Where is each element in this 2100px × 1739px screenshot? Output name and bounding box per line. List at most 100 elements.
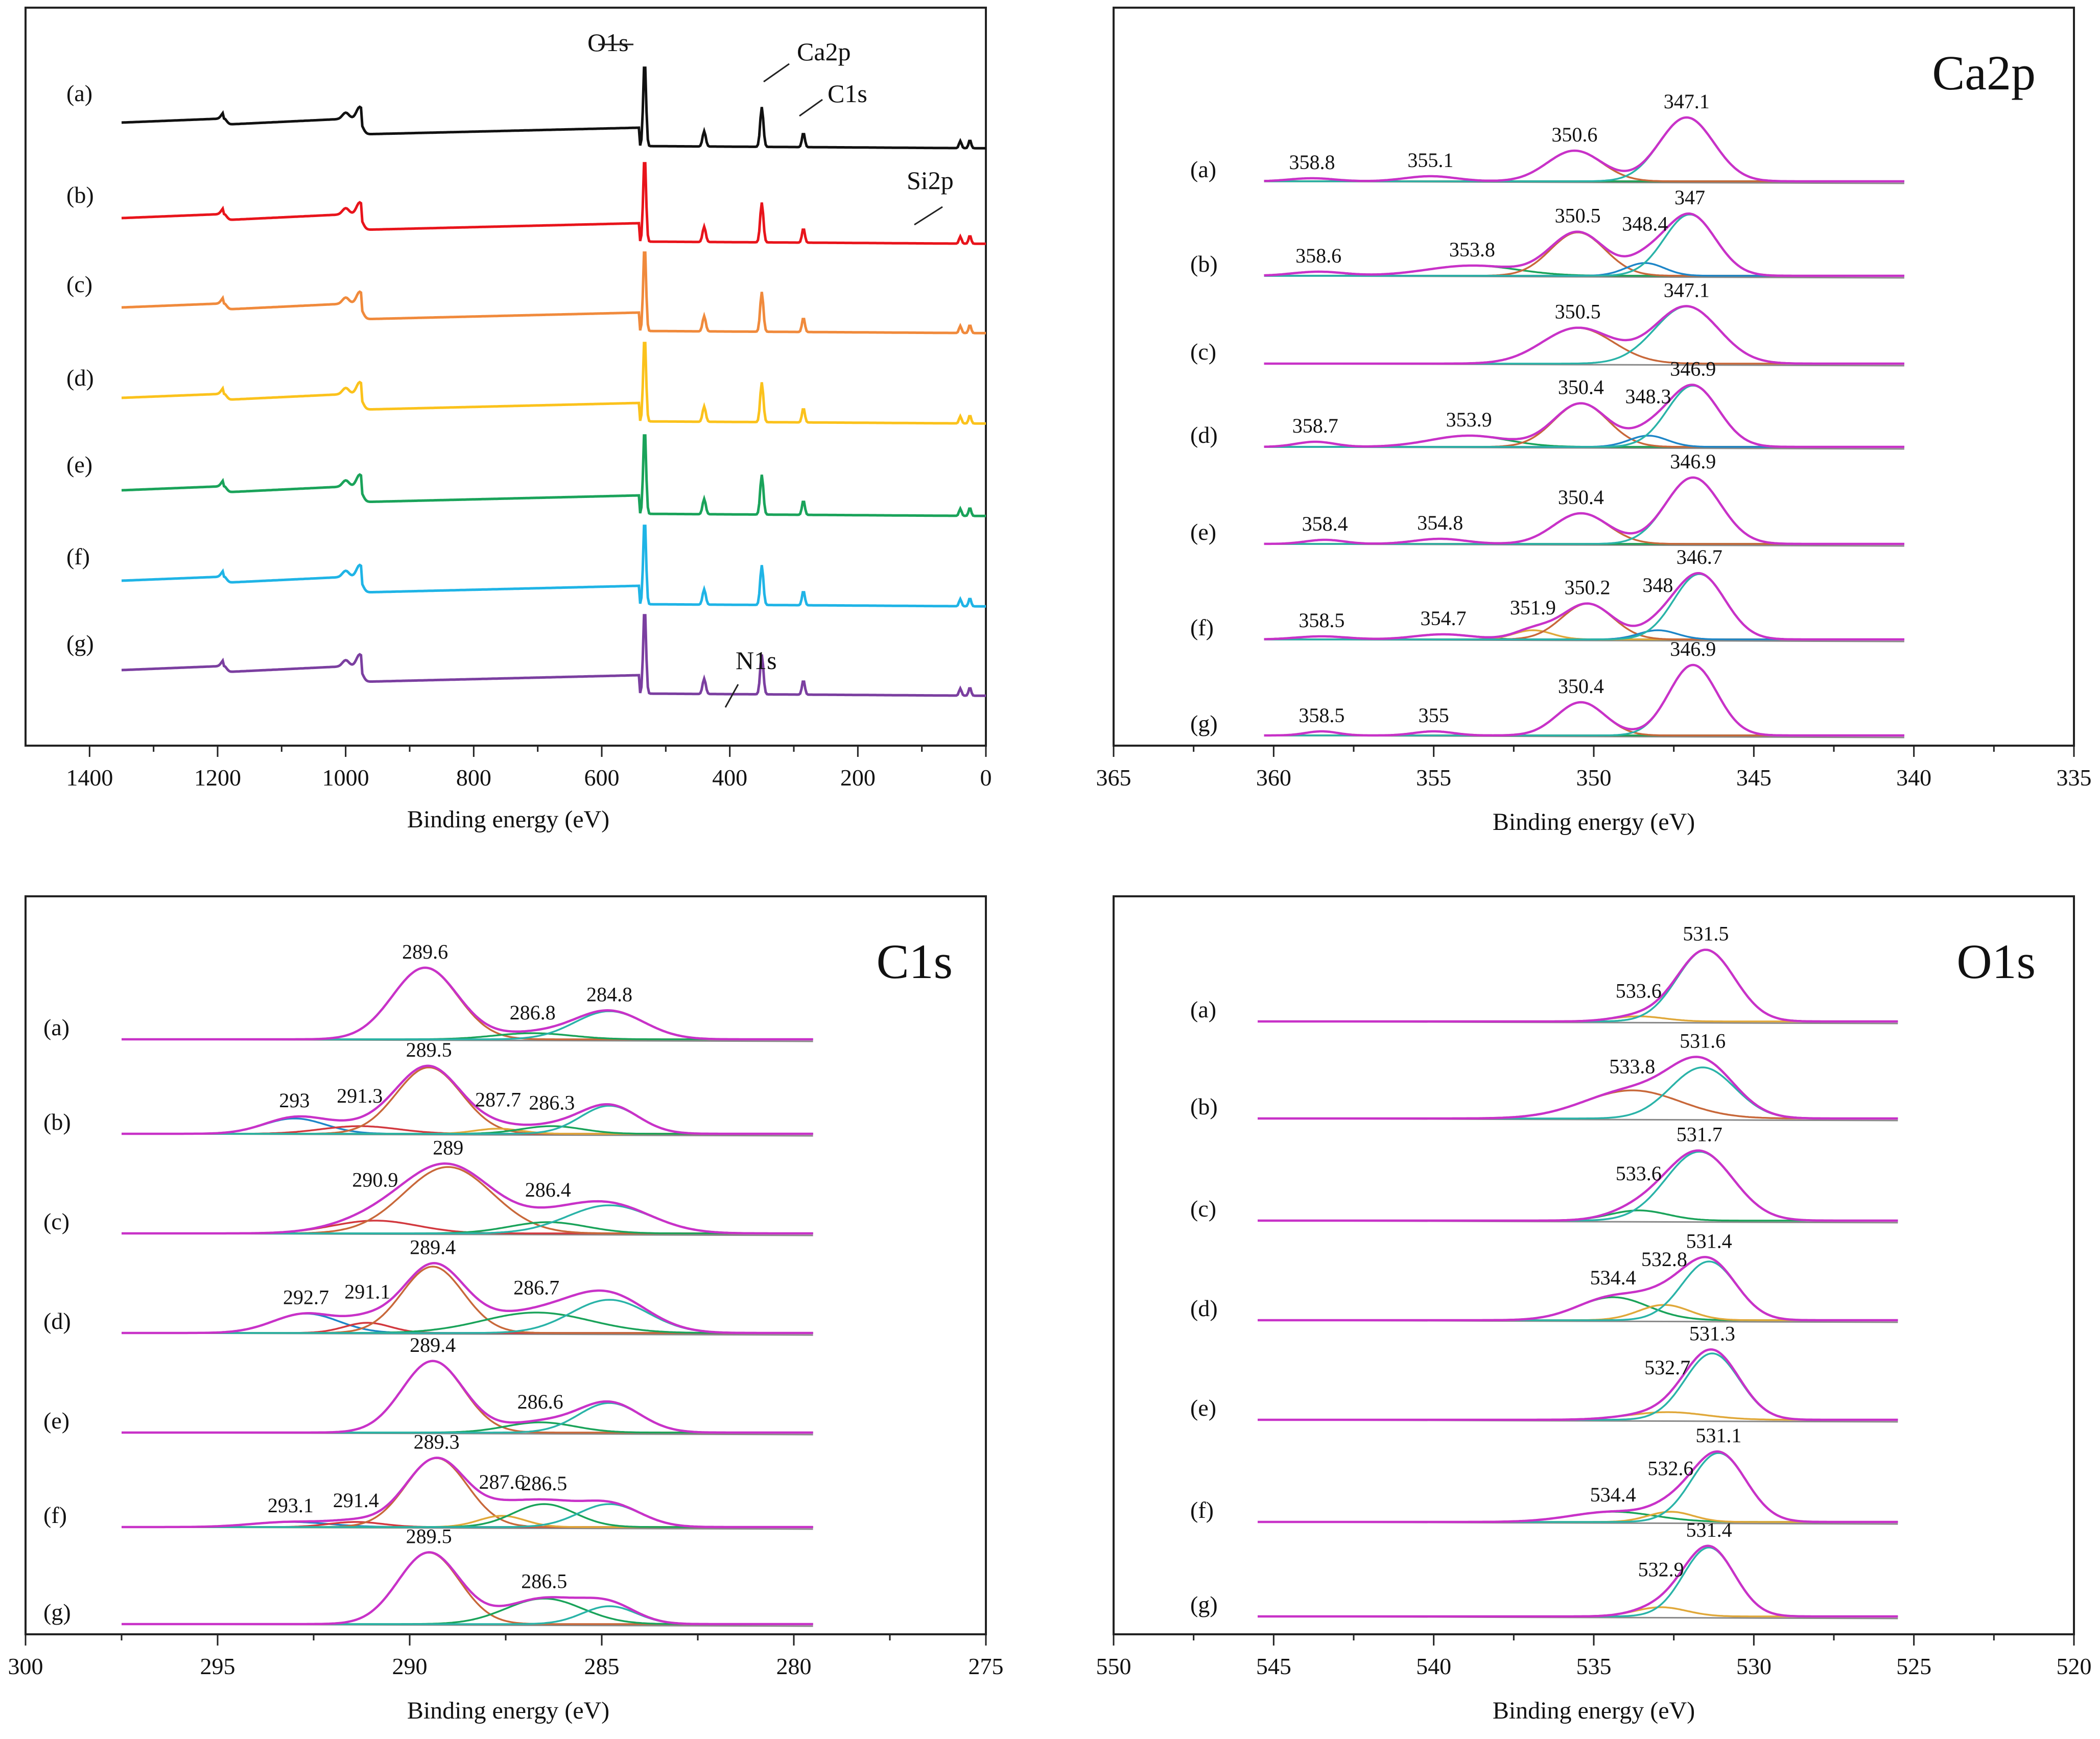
survey-annotations: O1s Ca2p C1s Si2p N1s [587,28,954,708]
survey-sample-label: (b) [66,182,94,208]
ca2p-peak-label: 347.1 [1664,278,1710,301]
c1s-peak-label: 292.7 [283,1285,329,1308]
o1s-peak-label: 532.6 [1647,1457,1693,1480]
survey-leader-si2p [914,206,943,226]
o1s-peak-label: 532.8 [1641,1248,1687,1271]
c1s-peak-label: 286.5 [521,1569,567,1592]
c1s-peak-label: 291.3 [337,1084,383,1107]
ca2p-sample-label: (a) [1190,156,1216,182]
c1s-tick-label: 280 [776,1653,812,1679]
c1s-title: C1s [877,934,953,989]
c1s-envelope-c [122,1162,813,1235]
o1s-peak-label: 531.5 [1683,922,1729,945]
c1s-sample-label: (f) [43,1502,67,1528]
c1s-tick-label: 295 [200,1653,235,1679]
ca2p-peak-label: 358.5 [1299,609,1344,632]
c1s-peak-label: 289.5 [406,1524,452,1547]
c1s-envelope-g [122,1551,813,1626]
c1s-sample-label: (g) [43,1599,71,1625]
ca2p-x-axis-label: Binding energy (eV) [1493,808,1695,836]
survey-tick-label: 600 [584,765,620,791]
c1s-peak-label: 293 [279,1089,310,1112]
c1s-peak-label: 287.6 [479,1470,525,1493]
ca2p-peak-label: 355 [1419,704,1449,727]
survey-sample-label: (f) [66,543,90,569]
ca2p-sample-label: (f) [1190,614,1214,640]
survey-sample-label: (d) [66,365,94,391]
c1s-peak-label: 286.3 [529,1091,575,1114]
survey-frame [25,7,987,747]
ca2p-sample-label: (b) [1190,251,1218,277]
survey-tick-label: 0 [980,765,992,791]
o1s-sample-label: (a) [1190,996,1216,1022]
ca2p-peak-label: 346.9 [1670,637,1716,660]
ca2p-peak-label: 353.8 [1449,238,1495,261]
c1s-tick-label: 290 [392,1653,428,1679]
c1s-peak-label: 290.9 [352,1169,398,1192]
ca2p-sample-label: (d) [1190,422,1218,448]
o1s-tick-label: 540 [1416,1653,1451,1679]
c1s-peak-label: 289.3 [414,1430,460,1453]
ca2p-peak-label: 346.9 [1670,450,1716,473]
ca2p-peak-label: 350.2 [1564,576,1610,599]
o1s-sample-label: (f) [1190,1497,1214,1523]
c1s-peak-label: 286.5 [521,1472,567,1495]
c1s-panel: C1s 289.6 286.8 284.8 293 291.3 289.5 287.7 286… [8,895,1004,1724]
ca2p-peak-label: 350.4 [1558,376,1604,399]
c1s-envelope-f [122,1457,813,1529]
ca2p-curves [1264,116,1904,739]
c1s-peak-label: 289.4 [410,1235,456,1258]
c1s-sample-label: (e) [43,1408,69,1434]
survey-leader-c1s [799,99,823,117]
ca2p-tick-label: 350 [1576,765,1612,791]
c1s-peak-label: 289 [433,1136,463,1159]
o1s-peak-label: 534.4 [1590,1266,1636,1289]
o1s-panel: O1s 533.6531.5533.8531.6533.6531.7534.45… [1096,895,2092,1724]
ca2p-envelope-b [1264,212,1904,277]
ca2p-peak-labels: 358.8 355.1 350.6 347.1 358.6 353.8 350.5 348.4… [1289,90,1723,727]
c1s-tick-label: 300 [8,1653,43,1679]
survey-annotation-n1s: N1s [736,646,777,675]
o1s-sample-labels: (a) (b) (c) (d) (e) (f) (g) [1190,996,1218,1617]
c1s-peak-label: 289.6 [402,940,448,963]
survey-series-d [121,342,986,425]
ca2p-peak-label: 346.7 [1677,545,1723,568]
survey-series-b [121,162,986,245]
c1s-peak-label: 289.5 [406,1038,452,1061]
c1s-peak-label: 289.4 [410,1333,456,1356]
ca2p-sample-label: (c) [1190,339,1216,365]
ca2p-peak-label: 348 [1642,574,1673,597]
o1s-envelope-e [1258,1348,1898,1421]
c1s-tick-label: 275 [969,1653,1004,1679]
ca2p-peak-label: 346.9 [1670,357,1716,380]
c1s-envelope-e [122,1360,813,1434]
ca2p-peak-label: 351.9 [1510,596,1556,619]
o1s-peak-label: 531.6 [1680,1029,1726,1052]
survey-sample-labels: (a) (b) (c) (d) (e) (f) (g) [66,80,94,656]
o1s-curves [1257,948,1898,1619]
o1s-tick-label: 520 [2057,1653,2092,1679]
c1s-peak-labels: 289.6 286.8 284.8 293 291.3 289.5 287.7 286.3 29… [268,940,632,1593]
survey-x-ticks: 1400 1200 1000 800 600 400 200 0 [66,746,992,791]
o1s-peak-label: 533.6 [1616,980,1662,1003]
ca2p-tick-label: 365 [1096,765,1131,791]
c1s-sample-label: (c) [43,1208,69,1234]
o1s-sample-label: (g) [1190,1591,1218,1617]
ca2p-tick-label: 345 [1736,765,1772,791]
ca2p-peak-label: 358.4 [1302,512,1348,535]
c1s-curves [121,966,813,1627]
ca2p-peak-label: 348.4 [1622,212,1668,235]
survey-tick-label: 200 [840,765,876,791]
o1s-sample-label: (d) [1190,1295,1218,1321]
c1s-sample-label: (d) [43,1308,71,1334]
o1s-envelope-c [1258,1149,1898,1222]
survey-curves [121,66,986,697]
o1s-x-axis-label: Binding energy (eV) [1493,1697,1695,1724]
c1s-peak-label: 286.7 [513,1276,559,1299]
o1s-sample-label: (c) [1190,1196,1216,1222]
ca2p-peak-label: 358.5 [1299,704,1344,727]
survey-leader-ca2p [763,63,790,83]
c1s-envelope-a [122,966,813,1041]
survey-leader-n1s [724,684,739,708]
